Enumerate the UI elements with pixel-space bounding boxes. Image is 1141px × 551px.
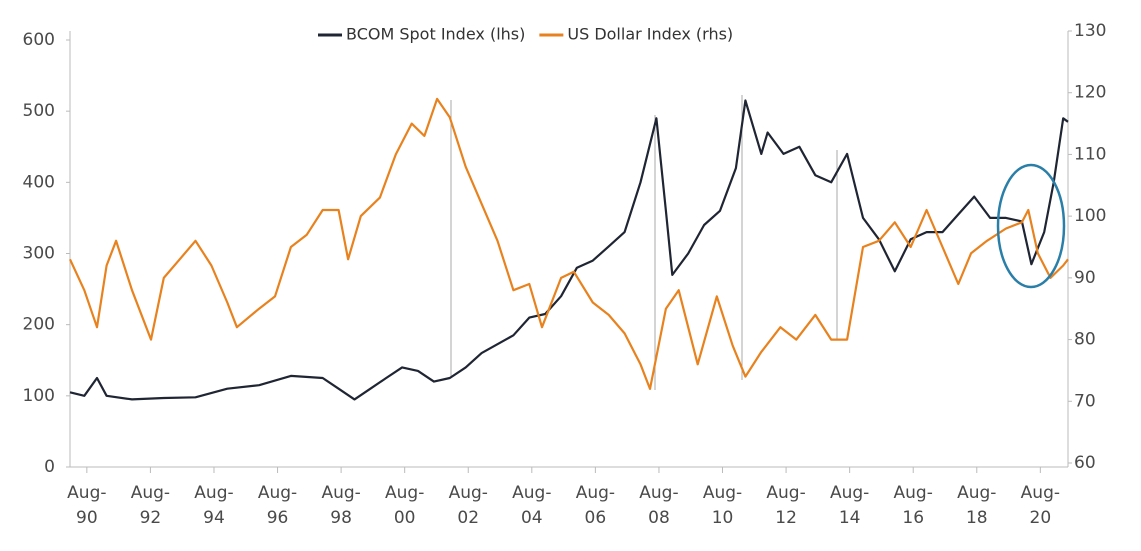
x-tick-label: Aug-92 — [131, 483, 170, 528]
series-line — [69, 97, 1069, 390]
x-tick-label: Aug-08 — [639, 483, 678, 528]
y2-tick-label: 70 — [1074, 391, 1096, 411]
x-tick-label: Aug-12 — [766, 483, 805, 528]
x-tick-label: Aug-00 — [385, 483, 424, 528]
highlight-ellipse — [996, 163, 1066, 289]
y-tick-label: 100 — [23, 386, 55, 406]
y2-tick-label: 80 — [1074, 330, 1096, 350]
y2-tick-label: 90 — [1074, 268, 1096, 288]
x-tick-label: Aug-18 — [957, 483, 996, 528]
y2-tick-label: 110 — [1074, 144, 1106, 164]
y2-tick-label: 100 — [1074, 206, 1106, 226]
y2-tick-label: 130 — [1074, 21, 1106, 41]
y-tick-label: 300 — [23, 244, 55, 264]
x-tick-label: Aug-06 — [576, 483, 615, 528]
x-tick-label: Aug-90 — [67, 483, 106, 528]
y2-tick-label: 120 — [1074, 83, 1106, 103]
y-tick-label: 200 — [23, 315, 55, 335]
x-tick-label: Aug-98 — [321, 483, 360, 528]
x-tick-label: Aug-94 — [194, 483, 233, 528]
y-tick-label: 400 — [23, 172, 55, 192]
x-tick-label: Aug-14 — [830, 483, 869, 528]
x-tick-label: Aug-96 — [258, 483, 297, 528]
x-tick-label: Aug-10 — [703, 483, 742, 528]
reference-lines — [450, 95, 838, 390]
x-tick-label: Aug-20 — [1021, 483, 1060, 528]
x-tick-label: Aug-16 — [894, 483, 933, 528]
y-tick-label: 600 — [23, 30, 55, 50]
x-tick-label: Aug-04 — [512, 483, 551, 528]
series-line — [69, 99, 1069, 401]
legend-label: US Dollar Index (rhs) — [567, 25, 733, 44]
y-tick-label: 0 — [44, 457, 55, 477]
y-tick-label: 500 — [23, 101, 55, 121]
y2-tick-label: 60 — [1074, 453, 1096, 473]
x-tick-label: Aug-02 — [449, 483, 488, 528]
legend-label: BCOM Spot Index (lhs) — [346, 25, 525, 44]
